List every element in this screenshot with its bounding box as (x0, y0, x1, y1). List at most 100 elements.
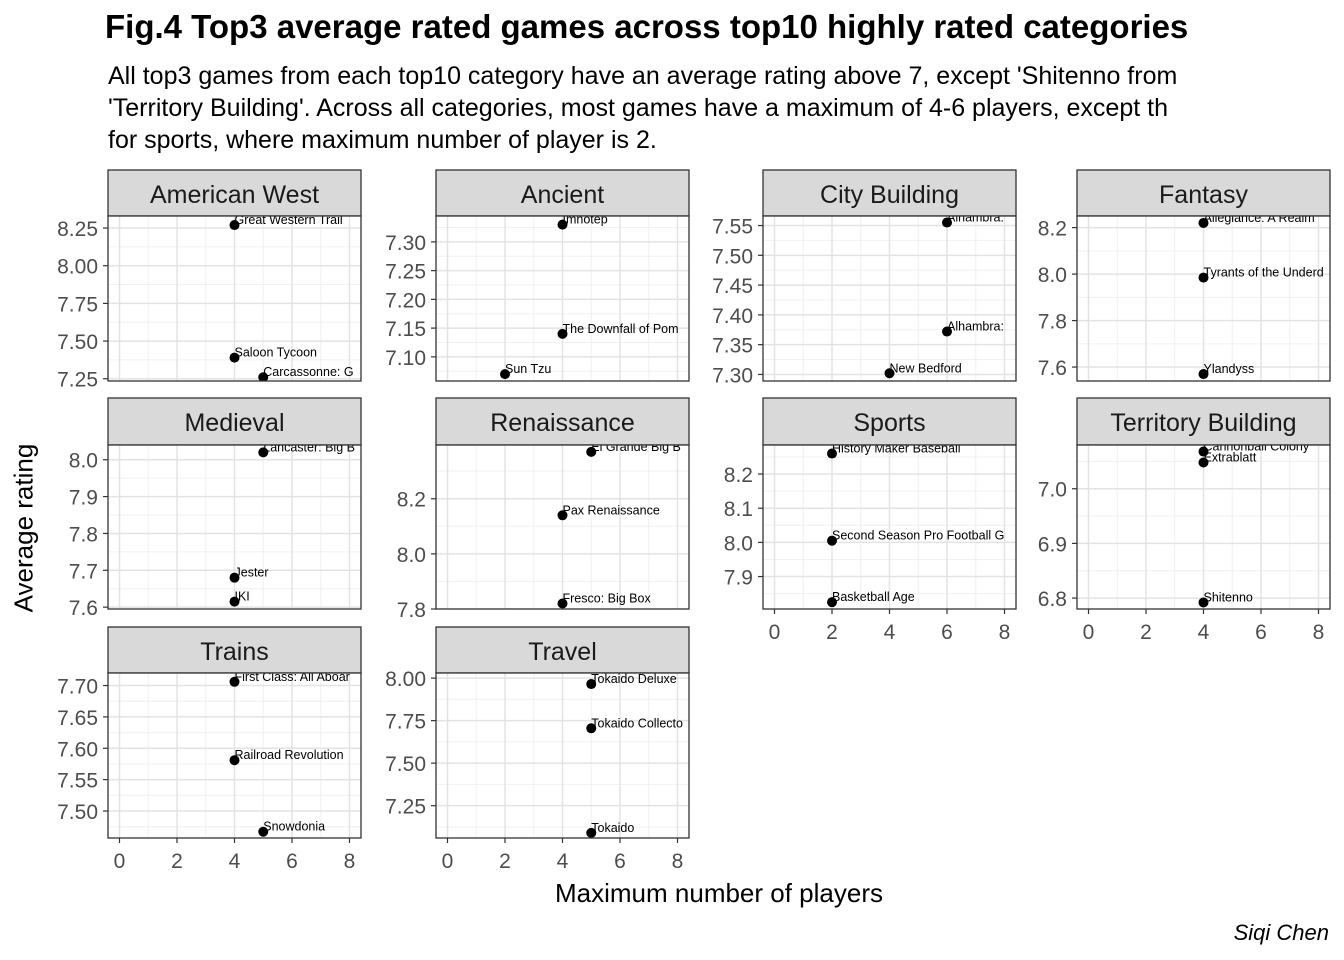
y-tick-label: 8.2 (1038, 218, 1067, 241)
subtitle-line-3: for sports, where maximum number of play… (108, 126, 657, 154)
facet-strip (1076, 397, 1331, 446)
facet-strip-label: Territory Building (1110, 409, 1296, 437)
data-point (942, 326, 952, 337)
point-label: Tokaido Collecto (591, 716, 683, 730)
x-tick-label: 2 (1140, 621, 1152, 644)
point-label: Extrablatt (1204, 450, 1257, 464)
x-tick-label: 0 (442, 850, 454, 873)
x-tick-label: 2 (171, 850, 183, 873)
panel-plot-area: Tokaido Deluxe Tokaido Collecto Tokaido (436, 672, 689, 838)
facet-strip-label: Sports (853, 409, 925, 437)
point-label: Tyrants of the Underd (1204, 266, 1324, 280)
x-axis-label: Maximum number of players (555, 878, 883, 908)
y-tick-label: 7.70 (57, 676, 98, 699)
data-point (586, 827, 597, 838)
facet-strip (435, 626, 690, 674)
panel-border (435, 444, 690, 610)
y-tick-label: 8.25 (57, 218, 98, 241)
facet-panel: Sports History Maker Baseball Second Seaso… (724, 397, 1017, 644)
point-label: Tokaido (591, 821, 634, 835)
facet-panel: Fantasy Allegiance: A Realm Tyrants of the… (1038, 169, 1331, 382)
y-tick-label: 7.50 (385, 753, 426, 776)
data-point (557, 328, 568, 339)
data-point (1198, 369, 1209, 380)
point-label: Sun Tzu (505, 362, 551, 376)
data-point (827, 535, 837, 546)
y-tick-label: 7.50 (712, 245, 753, 268)
y-tick-label: 7.9 (69, 487, 98, 510)
data-point (258, 826, 269, 837)
data-point (229, 755, 240, 766)
x-tick-label: 4 (557, 850, 569, 873)
facet-strip-label: American West (150, 181, 319, 209)
chart-subtitle: All top3 games from each top10 category … (108, 60, 1344, 156)
y-tick-label: 7.55 (712, 216, 753, 239)
facet-strip-label: Trains (200, 638, 269, 666)
y-tick-label: 8.00 (57, 256, 98, 279)
y-tick-label: 8.0 (397, 544, 426, 567)
y-tick-label: 7.6 (1038, 357, 1067, 380)
panel-border (1076, 215, 1331, 382)
data-point (258, 447, 269, 458)
x-tick-label: 0 (769, 621, 781, 644)
point-label: The Downfall of Pom (563, 322, 679, 336)
point-label: Basketball Age (832, 590, 915, 604)
y-tick-label: 7.50 (57, 801, 98, 824)
x-tick-label: 4 (884, 621, 896, 644)
y-tick-label: 8.0 (1038, 264, 1067, 287)
y-tick-label: 7.25 (385, 796, 426, 819)
data-point (1198, 457, 1209, 468)
panel-plot-area: Great Western Trail Saloon Tycoon Carcasso… (108, 216, 361, 381)
y-tick-label: 7.8 (1038, 311, 1067, 334)
y-tick-label: 7.75 (57, 293, 98, 316)
panel-plot-area: Alhambra: Alhambra: New Bedford (763, 216, 1016, 381)
point-label: Saloon Tycoon (235, 346, 318, 360)
point-label: Fresco: Big Box (563, 591, 652, 605)
facet-strip-label: Travel (528, 638, 597, 666)
data-point (1198, 217, 1209, 228)
data-point (557, 510, 568, 521)
y-tick-label: 7.6 (69, 597, 98, 620)
data-point (557, 219, 568, 230)
chart-title: Fig.4 Top3 average rated games across to… (105, 8, 1189, 45)
data-point (500, 369, 510, 380)
x-tick-label: 0 (114, 850, 126, 873)
facet-strip-label: Renaissance (490, 409, 635, 437)
y-tick-label: 7.25 (385, 261, 426, 284)
y-tick-label: 7.60 (57, 738, 98, 761)
data-point (586, 723, 597, 734)
y-tick-label: 8.1 (724, 498, 753, 521)
panel-border (107, 215, 362, 382)
facet-panel: Territory Building Cannonball ColonyExtra… (1038, 397, 1331, 644)
x-tick-label: 8 (344, 850, 356, 873)
data-point (229, 220, 240, 231)
subtitle-line-2: 'Territory Building'. Across all categor… (108, 94, 1168, 122)
data-point (557, 598, 568, 609)
panel-plot-area: El Grande Big B Pax Renaissance Fresco: Bi… (436, 445, 689, 609)
x-tick-label: 8 (1313, 621, 1325, 644)
point-label: Cannonball Colony (1204, 440, 1310, 454)
data-point (1198, 272, 1209, 283)
chart-caption: Siqi Chen (1233, 920, 1329, 945)
y-tick-label: 7.20 (385, 289, 426, 312)
y-tick-label: 6.9 (1038, 533, 1067, 556)
y-tick-label: 8.00 (385, 668, 426, 691)
facet-panel: Renaissance El Grande Big B Pax Renaissanc… (397, 397, 690, 622)
facet-panel: Trains First Class: All Aboar Railroad Rev… (57, 626, 362, 873)
point-label: Tokaido Deluxe (591, 672, 677, 686)
point-label: Railroad Revolution (235, 748, 344, 762)
facet-strip (107, 169, 362, 217)
data-point (586, 679, 597, 690)
y-tick-label: 8.0 (69, 450, 98, 473)
panel-border (435, 215, 690, 382)
x-tick-label: 6 (1255, 621, 1267, 644)
point-label: Alhambra: (947, 320, 1004, 334)
point-label: New Bedford (890, 361, 962, 375)
data-point (827, 597, 837, 608)
y-tick-label: 7.8 (69, 523, 98, 546)
point-label: Ylandyss (1204, 362, 1255, 376)
panel-plot-area: Imhotep The Downfall of Pom Sun Tzu (436, 213, 689, 381)
point-label: Imhotep (563, 213, 608, 227)
